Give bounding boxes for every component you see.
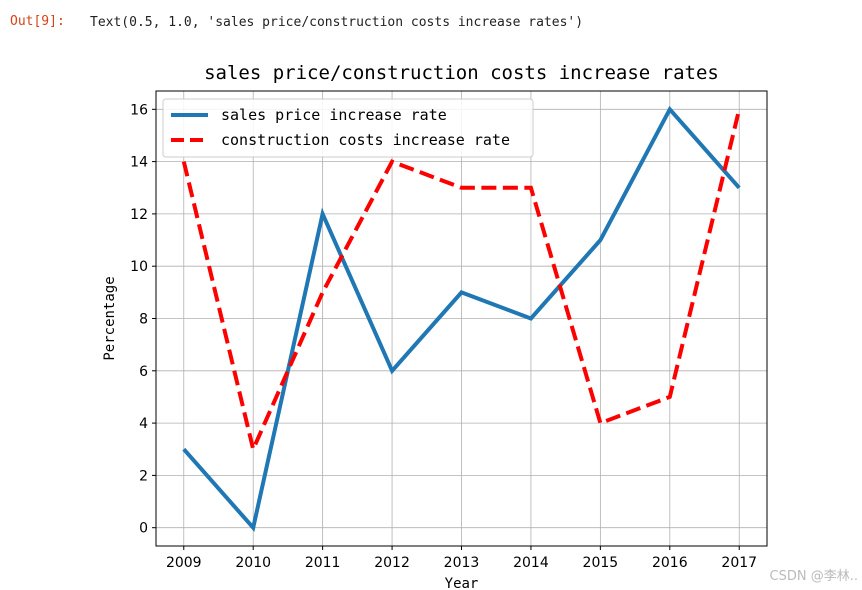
y-tick-label: 12 — [130, 207, 148, 223]
y-tick-label: 14 — [130, 155, 148, 171]
output-prompt: Out[9]: — [10, 14, 65, 29]
watermark: CSDN @李林.. — [769, 569, 858, 584]
legend-box — [162, 98, 534, 158]
x-tick-label: 2017 — [721, 555, 757, 571]
output-text: Text(0.5, 1.0, 'sales price/construction… — [90, 15, 584, 30]
x-tick-label: 2014 — [513, 555, 549, 571]
y-tick-label: 6 — [139, 364, 148, 380]
legend-label: construction costs increase rate — [221, 131, 510, 149]
legend-label: sales price increase rate — [221, 106, 447, 124]
x-axis-label: Year — [445, 576, 479, 590]
x-tick-label: 2009 — [166, 555, 202, 571]
x-tick-label: 2010 — [235, 555, 271, 571]
x-tick-label: 2012 — [374, 555, 410, 571]
construction-costs-line — [181, 108, 742, 456]
y-axis-label: Percentage — [102, 276, 118, 360]
x-tick-label: 2013 — [444, 555, 480, 571]
x-tick-label: 2011 — [305, 555, 341, 571]
y-tick-label: 10 — [130, 259, 148, 275]
x-tick-label: 2016 — [652, 555, 688, 571]
y-tick-label: 2 — [139, 468, 148, 484]
sales-price-line — [182, 105, 741, 532]
y-tick-label: 8 — [139, 312, 148, 328]
y-tick-label: 4 — [139, 416, 148, 432]
y-tick-label: 0 — [139, 521, 148, 537]
y-tick-label: 16 — [130, 102, 148, 118]
chart-title: sales price/construction costs increase … — [204, 62, 719, 84]
x-tick-label: 2015 — [583, 555, 619, 571]
